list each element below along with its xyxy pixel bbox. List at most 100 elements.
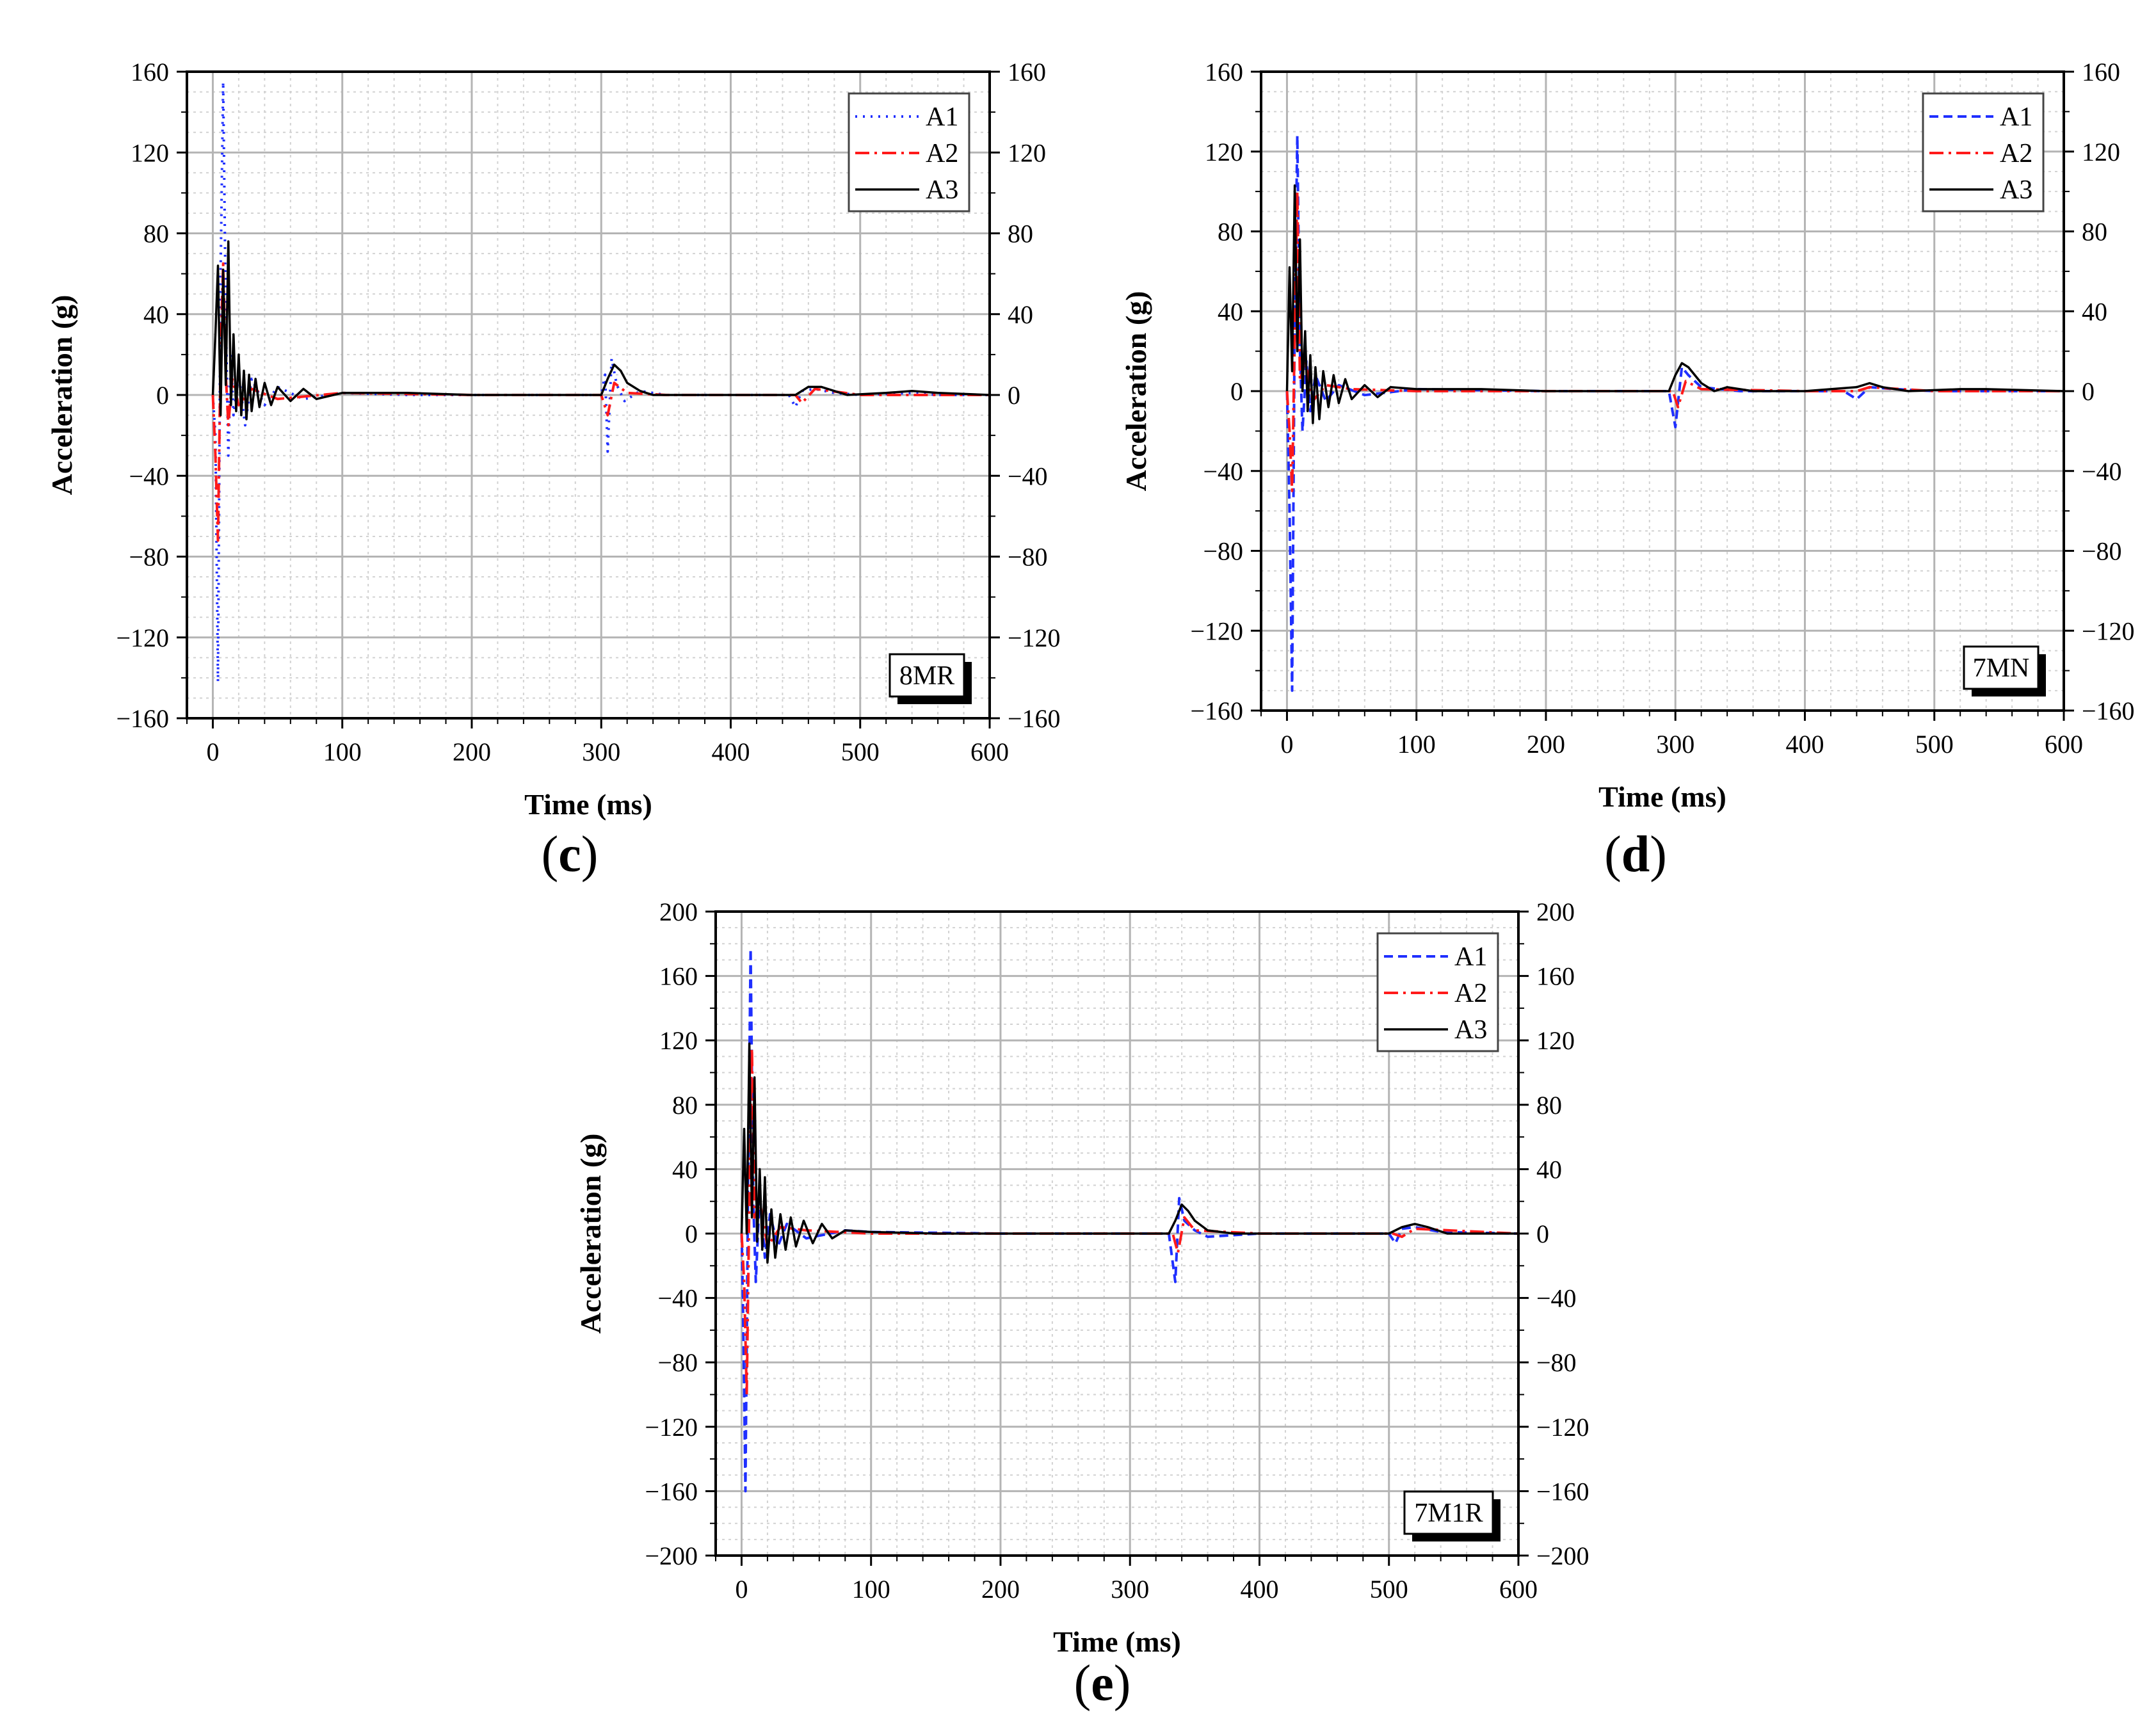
y-tick-label-left: 0 — [1230, 377, 1243, 406]
y-axis-title: Acceleration (g) — [45, 295, 78, 495]
y-tick-label-left: 40 — [143, 300, 169, 329]
y-tick-label-right: −120 — [1536, 1413, 1589, 1442]
y-axis-title: Acceleration (g) — [574, 1134, 607, 1334]
y-tick-label-right: −80 — [1536, 1348, 1577, 1377]
y-tick-label-right: −160 — [1536, 1477, 1589, 1506]
x-tick-label: 600 — [2045, 730, 2083, 759]
y-tick-label-left: 80 — [1218, 218, 1243, 246]
legend: A1 A2 A3 — [848, 92, 970, 213]
y-tick-label-left: 200 — [659, 897, 698, 926]
legend-label-a1: A1 — [926, 102, 958, 132]
series-line-a1 — [1285, 134, 2064, 692]
y-tick-label-right: 80 — [2082, 218, 2107, 246]
y-tick-label-left: −40 — [657, 1284, 698, 1313]
y-tick-label-left: −160 — [1190, 696, 1243, 725]
y-tick-label-left: −120 — [116, 624, 169, 652]
x-tick-label: 100 — [852, 1575, 890, 1604]
y-tick-label-right: 160 — [2082, 58, 2120, 86]
specimen-tag-box — [889, 653, 965, 698]
y-tick-label-left: −80 — [657, 1348, 698, 1377]
y-tick-label-left: −40 — [129, 462, 169, 490]
x-tick-label: 600 — [970, 737, 1009, 766]
specimen-tag-label: 8MR — [899, 661, 954, 691]
x-tick-label: 0 — [206, 737, 219, 766]
x-tick-label: 200 — [981, 1575, 1020, 1604]
y-tick-label-left: 160 — [131, 58, 169, 86]
legend-label-a1: A1 — [1454, 942, 1487, 972]
y-tick-label-right: −120 — [1008, 624, 1061, 652]
y-tick-label-right: 40 — [2082, 297, 2107, 326]
y-axis-title: Acceleration (g) — [1120, 291, 1152, 492]
specimen-tag-box — [1403, 1490, 1494, 1535]
y-tick-label-right: 120 — [2082, 138, 2120, 166]
y-tick-label-right: 80 — [1536, 1091, 1562, 1120]
y-tick-label-left: 120 — [659, 1026, 698, 1055]
y-tick-label-right: −200 — [1536, 1541, 1589, 1570]
y-tick-label-right: 0 — [1008, 381, 1020, 410]
y-tick-label-left: 120 — [131, 138, 169, 167]
y-tick-label-left: 40 — [1218, 297, 1243, 326]
x-axis-title: Time (ms) — [1598, 780, 1726, 813]
chart-panel-e: 0 100 200 300 400 500 600−200 −200−160 −160−120−… — [574, 897, 1589, 1658]
y-tick-label-left: 160 — [1205, 58, 1243, 86]
x-tick-label: 200 — [1527, 730, 1565, 759]
y-tick-label-right: −40 — [2082, 457, 2122, 486]
y-tick-label-left: −160 — [645, 1477, 698, 1506]
specimen-tag: 7MN — [1963, 645, 2046, 696]
y-tick-label-left: −120 — [1190, 616, 1243, 645]
x-axis-title: Time (ms) — [524, 788, 652, 821]
y-tick-label-left: 160 — [659, 962, 698, 991]
x-tick-label: 400 — [1240, 1575, 1278, 1604]
series-line-a3 — [740, 1042, 1518, 1264]
y-tick-label-right: 120 — [1008, 138, 1046, 167]
chart-panel-d: 0 100 200 300 400 500 600 −160 −160 −120 −120 −80 −8… — [1120, 58, 2135, 813]
y-tick-label-right: 160 — [1536, 962, 1575, 991]
y-tick-label-left: 80 — [672, 1091, 698, 1120]
x-tick-label: 100 — [1397, 730, 1436, 759]
series-line-a2 — [211, 262, 990, 542]
x-tick-label: 600 — [1499, 1575, 1538, 1604]
y-tick-label-right: 160 — [1008, 58, 1046, 86]
y-tick-label-right: 40 — [1536, 1155, 1562, 1184]
legend-label-a3: A3 — [1454, 1015, 1487, 1045]
x-axis-title: Time (ms) — [1053, 1625, 1181, 1658]
y-tick-label-left: 80 — [143, 220, 169, 248]
series-line-a3 — [1285, 184, 2064, 424]
y-tick-label-right: 120 — [1536, 1026, 1575, 1055]
y-tick-label-left: −80 — [1203, 537, 1243, 566]
legend-label-a3: A3 — [926, 175, 958, 205]
legend-label-a2: A2 — [2000, 139, 2032, 168]
y-tick-label-right: 40 — [1008, 300, 1033, 329]
x-tick-label: 300 — [1656, 730, 1694, 759]
panel-label-d: (d) — [1604, 826, 1667, 883]
x-tick-label: 500 — [1915, 730, 1954, 759]
y-tick-label-right: −80 — [2082, 537, 2122, 566]
legend-label-a1: A1 — [2000, 102, 2032, 132]
y-tick-label-left: 40 — [672, 1155, 698, 1184]
x-tick-label: 300 — [1111, 1575, 1149, 1604]
y-tick-label-left: −120 — [645, 1413, 698, 1442]
legend: A1 A2 A3 — [1376, 932, 1499, 1052]
legend-label-a2: A2 — [1454, 979, 1487, 1008]
y-tick-label-right: 80 — [1008, 220, 1033, 248]
specimen-tag-box — [1963, 645, 2039, 690]
y-tick-label-right: −160 — [1008, 704, 1061, 733]
x-tick-label: 500 — [841, 737, 880, 766]
y-tick-label-right: −40 — [1536, 1284, 1577, 1313]
series-line-a3 — [211, 240, 990, 421]
x-tick-label: 300 — [582, 737, 620, 766]
y-tick-label-right: −120 — [2082, 616, 2135, 645]
legend-label-a3: A3 — [2000, 175, 2032, 205]
x-tick-label: 400 — [711, 737, 750, 766]
x-tick-label: 500 — [1370, 1575, 1408, 1604]
y-tick-label-left: −80 — [129, 543, 169, 572]
series-line-a1 — [740, 947, 1519, 1493]
x-tick-label: 400 — [1785, 730, 1824, 759]
specimen-tag-label: 7M1R — [1414, 1499, 1483, 1528]
y-tick-label-right: −160 — [2082, 696, 2135, 725]
panel-label-c: (c) — [541, 826, 599, 883]
legend-label-a2: A2 — [926, 139, 958, 168]
x-tick-label: 0 — [735, 1575, 748, 1604]
y-tick-label-left: 0 — [685, 1219, 698, 1248]
